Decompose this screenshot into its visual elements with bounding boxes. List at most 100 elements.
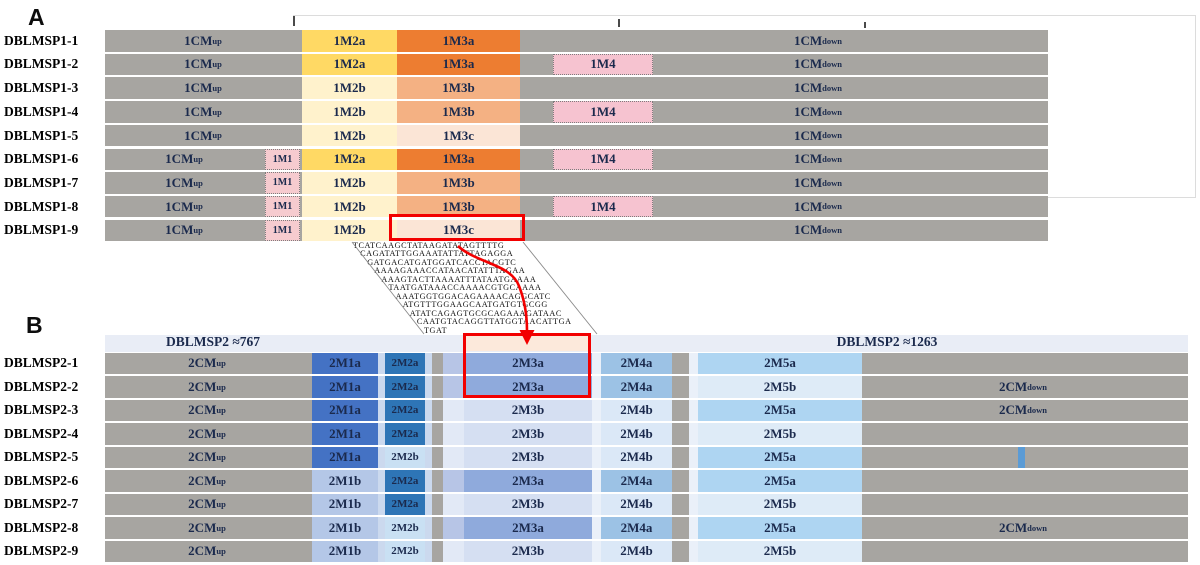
module-strip bbox=[425, 376, 432, 398]
module-strip bbox=[592, 517, 601, 539]
module-segment-1M3a: 1M3a bbox=[397, 30, 520, 52]
bracket-top-line bbox=[293, 15, 1196, 16]
module-segment-1M1: 1M1 bbox=[265, 148, 300, 171]
module-strip bbox=[592, 470, 601, 492]
module-strip bbox=[689, 376, 698, 398]
module-segment-2M4a: 2M4a bbox=[601, 376, 672, 398]
variant-row-bar bbox=[105, 219, 1048, 242]
module-strip bbox=[425, 540, 432, 562]
variant-row-label: DBLMSP1-7 bbox=[4, 174, 79, 190]
module-segment-2M2a: 2M2a bbox=[385, 352, 425, 374]
module-strip bbox=[689, 517, 698, 539]
module-segment-2M3b: 2M3b bbox=[464, 423, 592, 445]
module-segment-1M3a: 1M3a bbox=[397, 148, 520, 171]
module-segment-1M1: 1M1 bbox=[265, 195, 300, 218]
module-segment-2M5a: 2M5a bbox=[698, 470, 862, 492]
conserved-module-label: 1CM down bbox=[793, 151, 843, 167]
module-strip bbox=[425, 423, 432, 445]
conserved-module-label: 1CM up bbox=[165, 151, 203, 167]
module-strip bbox=[378, 352, 385, 374]
dna-sequence-line: TCATCAAGCTATAAGATATAGTTTTG bbox=[353, 240, 505, 250]
module-segment-1M2b: 1M2b bbox=[302, 219, 397, 242]
module-segment-1M2b: 1M2b bbox=[302, 124, 397, 147]
conserved-module-label: 1CM down bbox=[793, 56, 843, 72]
indel-stripe bbox=[1018, 423, 1025, 445]
module-segment-1M3a: 1M3a bbox=[397, 53, 520, 76]
module-strip bbox=[425, 493, 432, 515]
module-strip bbox=[378, 423, 385, 445]
variant-row-bar bbox=[105, 124, 1048, 147]
module-strip bbox=[378, 399, 385, 421]
module-strip bbox=[425, 399, 432, 421]
module-segment-2M4a: 2M4a bbox=[601, 517, 672, 539]
module-segment-1M2b: 1M2b bbox=[302, 172, 397, 194]
variant-row-label: DBLMSP2-8 bbox=[4, 519, 79, 535]
bracket-bottom-line bbox=[1048, 197, 1196, 198]
panel-a-title: A bbox=[28, 4, 45, 30]
module-segment-1M1: 1M1 bbox=[265, 219, 300, 242]
variant-row-label: DBLMSP2-5 bbox=[4, 449, 79, 465]
variant-row-label: DBLMSP2-6 bbox=[4, 472, 79, 488]
conserved-module-label: 2CM up bbox=[188, 543, 226, 559]
conserved-module-label: 2CM down bbox=[998, 378, 1048, 394]
module-strip bbox=[689, 423, 698, 445]
variant-row-label: DBLMSP2-9 bbox=[4, 543, 79, 559]
module-segment-2M3b: 2M3b bbox=[464, 399, 592, 421]
conserved-module-label: 2CM up bbox=[188, 425, 226, 441]
indel-stripe bbox=[1018, 470, 1025, 492]
module-segment-2M5b: 2M5b bbox=[698, 540, 862, 562]
bracket-tick bbox=[618, 19, 620, 27]
module-segment-2M2a: 2M2a bbox=[385, 376, 425, 398]
module-strip bbox=[689, 493, 698, 515]
module-segment-1M2b: 1M2b bbox=[302, 101, 397, 123]
conserved-module-label: 1CM up bbox=[184, 103, 222, 119]
module-segment-2M1a: 2M1a bbox=[312, 376, 378, 398]
module-segment-2M1b: 2M1b bbox=[312, 493, 378, 515]
module-strip bbox=[425, 470, 432, 492]
module-strip bbox=[443, 540, 464, 562]
module-strip bbox=[592, 423, 601, 445]
indel-stripe bbox=[1018, 494, 1025, 516]
module-segment-2M1a: 2M1a bbox=[312, 423, 378, 445]
conserved-module-label: 2CM up bbox=[188, 378, 226, 394]
variant-row-label: DBLMSP1-2 bbox=[4, 56, 79, 72]
indel-stripe bbox=[1018, 446, 1025, 468]
module-segment-2M4a: 2M4a bbox=[601, 352, 672, 374]
module-segment-2M2a: 2M2a bbox=[385, 493, 425, 515]
conserved-module-label: 1CM down bbox=[793, 198, 843, 214]
variant-row-label: DBLMSP2-2 bbox=[4, 378, 79, 394]
module-segment-2M4b: 2M4b bbox=[601, 399, 672, 421]
module-strip bbox=[443, 352, 464, 374]
variant-row-label: DBLMSP1-3 bbox=[4, 80, 79, 96]
module-segment-2M2a: 2M2a bbox=[385, 423, 425, 445]
module-strip bbox=[378, 376, 385, 398]
conserved-module-label: 1CM up bbox=[184, 80, 222, 96]
module-segment-2M1a: 2M1a bbox=[312, 399, 378, 421]
conserved-module-label: 1CM down bbox=[793, 222, 843, 238]
module-strip bbox=[443, 423, 464, 445]
conserved-module-label: 2CM up bbox=[188, 449, 226, 465]
module-segment-1M3b: 1M3b bbox=[397, 101, 520, 123]
bracket-tick bbox=[864, 22, 866, 28]
conserved-module-label: 1CM up bbox=[184, 127, 222, 143]
bracket-right-line bbox=[1195, 15, 1196, 197]
module-segment-2M1a: 2M1a bbox=[312, 352, 378, 374]
variant-row-bar bbox=[105, 30, 1048, 52]
indel-stripe bbox=[1018, 541, 1025, 563]
module-segment-2M4b: 2M4b bbox=[601, 493, 672, 515]
module-segment-2M2b: 2M2b bbox=[385, 517, 425, 539]
module-segment-2M4b: 2M4b bbox=[601, 540, 672, 562]
module-strip bbox=[592, 493, 601, 515]
module-segment-2M3a: 2M3a bbox=[464, 517, 592, 539]
variant-row-bar bbox=[105, 77, 1048, 99]
module-segment-1M2a: 1M2a bbox=[302, 30, 397, 52]
conserved-module-label: 1CM down bbox=[793, 174, 843, 190]
module-segment-2M1b: 2M1b bbox=[312, 470, 378, 492]
module-segment-1M2b: 1M2b bbox=[302, 77, 397, 99]
module-segment-2M2b: 2M2b bbox=[385, 446, 425, 468]
module-segment-1M4: 1M4 bbox=[553, 101, 653, 123]
module-segment-2M4a: 2M4a bbox=[601, 470, 672, 492]
module-strip bbox=[443, 376, 464, 398]
module-strip bbox=[689, 399, 698, 421]
